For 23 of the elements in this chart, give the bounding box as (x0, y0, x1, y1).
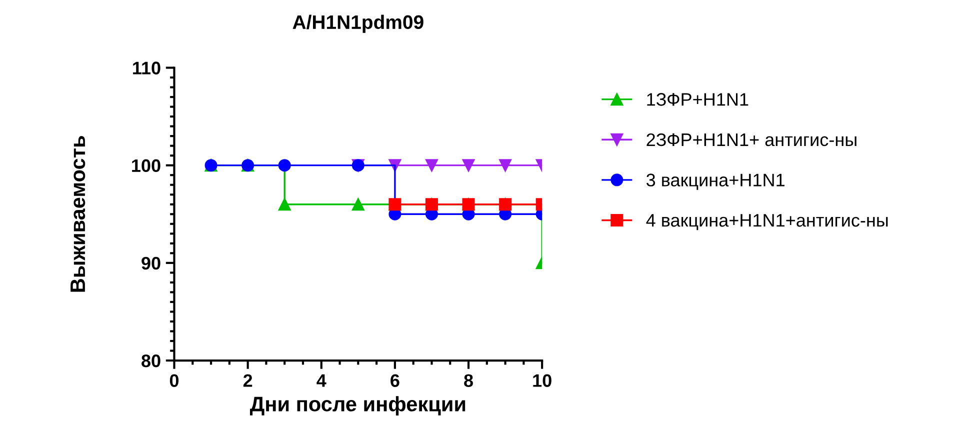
point (425, 159, 438, 172)
x-tick-label: 8 (464, 374, 473, 387)
legend-label: 4 вакцина+H1N1+антигис-ны (646, 214, 888, 230)
y-tick-label: 90 (142, 256, 160, 270)
point (352, 198, 364, 211)
legend-label: 3 вакцина+H1N1 (646, 174, 784, 190)
x-tick-label: 2 (243, 374, 252, 387)
point (462, 159, 475, 172)
point (278, 198, 291, 211)
point (499, 159, 512, 172)
x-axis-title: Дни после инфекции (250, 396, 466, 416)
point (278, 159, 291, 172)
x-tick-label: 0 (170, 374, 179, 387)
x-tick-label: 6 (390, 374, 400, 387)
x-tick-label: 4 (316, 374, 326, 387)
x-tick-label: 10 (533, 374, 552, 387)
legend-label: 1ЗФР+H1N1 (647, 93, 748, 106)
y-tick-label: 110 (133, 62, 160, 74)
chart-title: A/H1N1pdm09 (292, 14, 424, 33)
legend-label: 2ЗФР+H1N1+ антигис-ны (646, 133, 856, 146)
y-tick-label: 80 (142, 354, 160, 368)
y-axis-title: Выживаемость (70, 136, 86, 292)
y-tick-label: 100 (132, 159, 160, 172)
